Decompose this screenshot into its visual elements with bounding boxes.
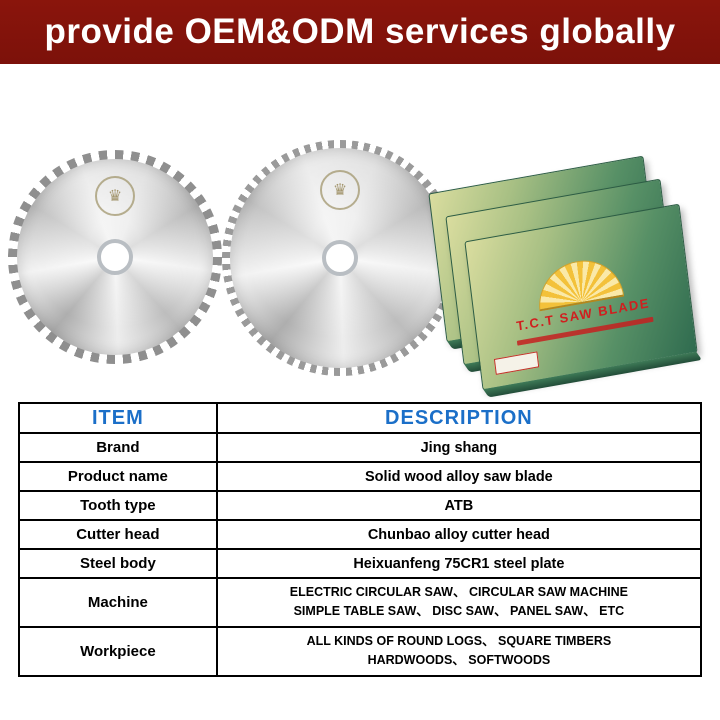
row-label: Machine bbox=[18, 577, 218, 628]
row-label: Brand bbox=[18, 432, 218, 463]
box-corner-label bbox=[493, 351, 540, 375]
blade-arbor-hole bbox=[97, 239, 133, 275]
row-value: ATB bbox=[215, 490, 703, 521]
saw-blade-left-image: ♛ bbox=[8, 150, 222, 364]
brand-stamp-icon: ♛ bbox=[320, 170, 360, 210]
table-row-product-name: Product name Solid wood alloy saw blade bbox=[18, 461, 703, 492]
table-row-workpiece: Workpiece ALL KINDS OF ROUND LOGS、 SQUAR… bbox=[18, 625, 703, 677]
banner-title: provide OEM&ODM services globally bbox=[44, 12, 676, 51]
spec-section: ITEM DESCRIPTION Brand Jing shang Produc… bbox=[18, 402, 703, 677]
saw-blade-center-image: ♛ bbox=[222, 140, 458, 376]
row-label: Tooth type bbox=[18, 490, 218, 521]
row-label: Steel body bbox=[18, 548, 218, 579]
row-value: Jing shang bbox=[215, 432, 703, 463]
row-value: Chunbao alloy cutter head bbox=[215, 519, 703, 550]
row-label: Cutter head bbox=[18, 519, 218, 550]
packaging-boxes-image: T.C.T SAW BLADE bbox=[428, 155, 712, 426]
row-label: Product name bbox=[18, 461, 218, 492]
row-value: Solid wood alloy saw blade bbox=[215, 461, 703, 492]
brand-stamp-icon: ♛ bbox=[95, 176, 135, 216]
row-value: ALL KINDS OF ROUND LOGS、 SQUARE TIMBERS … bbox=[215, 625, 703, 677]
table-header-row: ITEM DESCRIPTION bbox=[18, 402, 703, 434]
row-label: Workpiece bbox=[18, 625, 218, 677]
top-banner: provide OEM&ODM services globally bbox=[0, 0, 720, 64]
blade-arbor-hole bbox=[322, 240, 358, 276]
table-row-cutter-head: Cutter head Chunbao alloy cutter head bbox=[18, 519, 703, 550]
header-item: ITEM bbox=[18, 402, 218, 434]
table-row-brand: Brand Jing shang bbox=[18, 432, 703, 463]
table-row-machine: Machine ELECTRIC CIRCULAR SAW、 CIRCULAR … bbox=[18, 577, 703, 628]
table-row-steel-body: Steel body Heixuanfeng 75CR1 steel plate bbox=[18, 548, 703, 579]
product-showcase: ♛ ♛ T.C.T SAW BLADE bbox=[0, 64, 720, 400]
header-description: DESCRIPTION bbox=[215, 402, 703, 434]
table-row-tooth-type: Tooth type ATB bbox=[18, 490, 703, 521]
row-value: ELECTRIC CIRCULAR SAW、 CIRCULAR SAW MACH… bbox=[215, 577, 703, 628]
row-value: Heixuanfeng 75CR1 steel plate bbox=[215, 548, 703, 579]
spec-table: ITEM DESCRIPTION Brand Jing shang Produc… bbox=[18, 402, 703, 677]
